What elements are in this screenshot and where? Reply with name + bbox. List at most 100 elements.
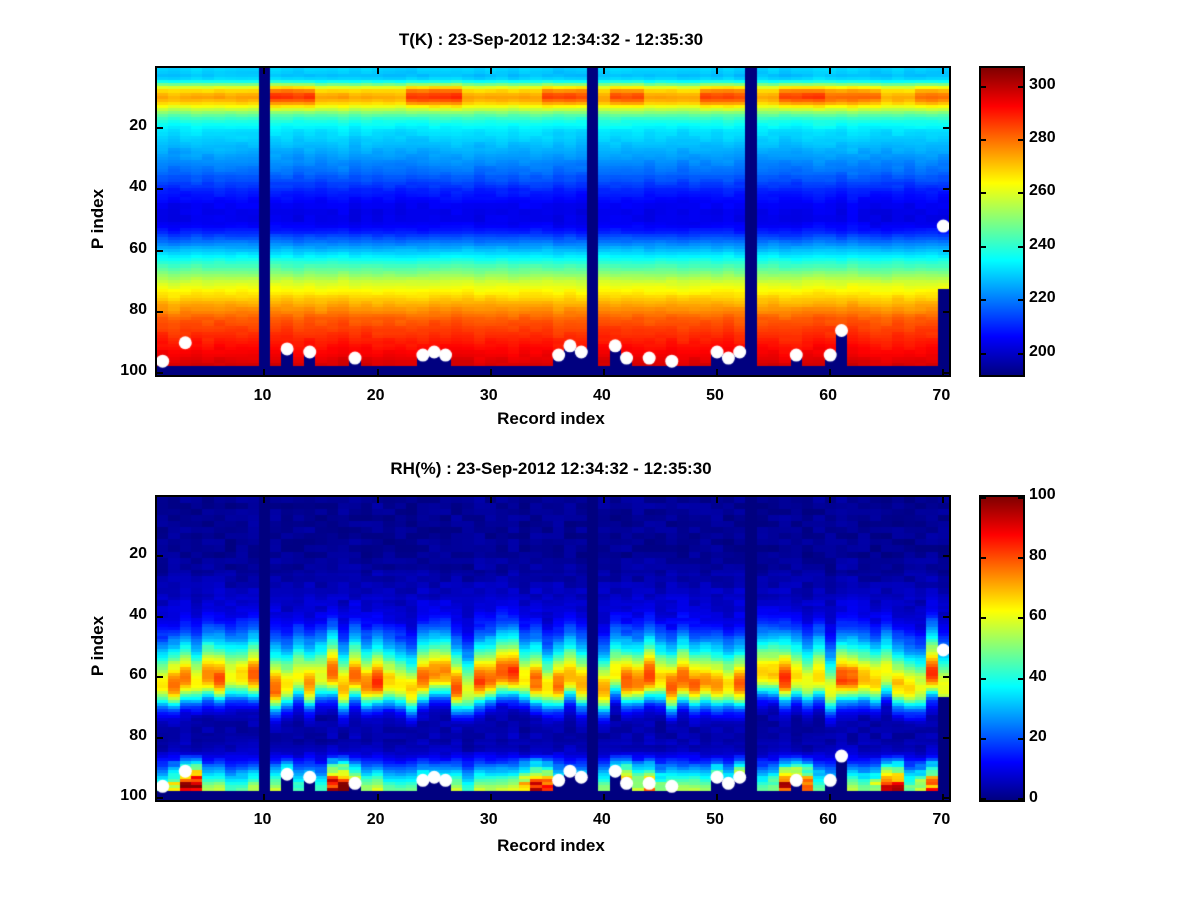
colorbar-tick-label: 100 bbox=[1029, 486, 1056, 503]
x-tick-mark bbox=[942, 794, 945, 800]
y-tick-mark bbox=[157, 736, 163, 739]
colorbar-tick-mark bbox=[981, 738, 986, 741]
x-tick-mark bbox=[942, 497, 945, 503]
y-tick-mark bbox=[943, 249, 949, 252]
y-tick-mark bbox=[157, 797, 163, 800]
x-tick-label: 70 bbox=[932, 811, 951, 828]
x-tick-mark bbox=[602, 68, 605, 74]
humidity-plot-title: RH(%) : 23-Sep-2012 12:34:32 - 12:35:30 bbox=[390, 459, 712, 478]
x-tick-mark bbox=[716, 68, 719, 74]
y-tick-label: 20 bbox=[129, 116, 147, 134]
colorbar-tick-mark bbox=[981, 497, 986, 499]
y-tick-mark bbox=[943, 736, 949, 739]
colorbar-tick-mark bbox=[1018, 798, 1023, 800]
colorbar-tick-mark bbox=[981, 677, 986, 680]
x-tick-mark bbox=[829, 794, 832, 800]
x-tick-mark bbox=[263, 369, 266, 375]
y-tick-label: 100 bbox=[120, 362, 147, 380]
temperature-xlabel: Record index bbox=[497, 409, 605, 428]
x-tick-mark bbox=[829, 497, 832, 503]
x-tick-label: 50 bbox=[706, 387, 724, 404]
colorbar-tick-label: 0 bbox=[1029, 789, 1038, 806]
y-tick-mark bbox=[943, 126, 949, 129]
humidity-heatmap-canvas bbox=[157, 497, 949, 800]
humidity-ylabel: P index bbox=[88, 615, 107, 677]
colorbar-tick-mark bbox=[1018, 738, 1023, 741]
colorbar-tick-label: 40 bbox=[1029, 667, 1047, 685]
colorbar-tick-mark bbox=[981, 352, 986, 355]
y-tick-mark bbox=[157, 615, 163, 618]
x-tick-mark bbox=[263, 794, 266, 800]
x-tick-label: 50 bbox=[706, 811, 724, 828]
y-tick-mark bbox=[943, 615, 949, 618]
colorbar-tick-mark bbox=[1018, 556, 1023, 559]
colorbar-tick-mark bbox=[1018, 352, 1023, 355]
colorbar-tick-mark bbox=[981, 139, 986, 142]
colorbar-tick-mark bbox=[981, 299, 986, 302]
colorbar-tick-mark bbox=[981, 556, 986, 559]
y-tick-mark bbox=[943, 372, 949, 375]
x-tick-mark bbox=[602, 497, 605, 503]
x-tick-mark bbox=[376, 68, 379, 74]
x-tick-label: 10 bbox=[253, 811, 272, 828]
colorbar-tick-mark bbox=[1018, 192, 1023, 195]
colorbar-tick-label: 300 bbox=[1029, 75, 1056, 93]
y-tick-label: 40 bbox=[129, 605, 147, 623]
x-tick-mark bbox=[376, 497, 379, 503]
x-tick-mark bbox=[376, 794, 379, 800]
colorbar-tick-mark bbox=[981, 798, 986, 800]
x-tick-mark bbox=[489, 68, 492, 74]
x-tick-mark bbox=[829, 369, 832, 375]
y-tick-label: 20 bbox=[129, 545, 147, 563]
humidity-colorbar bbox=[979, 495, 1025, 802]
colorbar-tick-mark bbox=[1018, 139, 1023, 142]
colorbar-tick-mark bbox=[1018, 299, 1023, 302]
colorbar-tick-label: 60 bbox=[1029, 607, 1047, 625]
x-tick-label: 60 bbox=[819, 387, 838, 404]
temperature-colorbar bbox=[979, 66, 1025, 377]
humidity-xlabel: Record index bbox=[497, 836, 605, 855]
y-tick-mark bbox=[157, 372, 163, 375]
temperature-plot-title: T(K) : 23-Sep-2012 12:34:32 - 12:35:30 bbox=[398, 30, 704, 49]
y-tick-label: 80 bbox=[129, 301, 147, 319]
x-tick-mark bbox=[716, 369, 719, 375]
colorbar-tick-mark bbox=[1018, 677, 1023, 680]
colorbar-tick-label: 260 bbox=[1029, 182, 1056, 200]
temperature-ylabel: P index bbox=[88, 188, 107, 250]
y-tick-label: 60 bbox=[129, 239, 147, 257]
colorbar-tick-label: 20 bbox=[1029, 728, 1047, 746]
colorbar-tick-label: 220 bbox=[1029, 289, 1056, 307]
x-tick-label: 20 bbox=[366, 811, 385, 828]
colorbar-tick-mark bbox=[981, 85, 986, 88]
x-tick-label: 60 bbox=[819, 811, 838, 828]
colorbar-tick-label: 80 bbox=[1029, 546, 1047, 564]
y-tick-mark bbox=[157, 676, 163, 679]
y-tick-label: 100 bbox=[120, 787, 147, 805]
colorbar-tick-mark bbox=[981, 617, 986, 620]
x-tick-label: 30 bbox=[479, 811, 498, 828]
colorbar-tick-mark bbox=[1018, 245, 1023, 248]
temperature-heatmap-axes bbox=[155, 66, 951, 377]
x-tick-label: 40 bbox=[593, 387, 611, 404]
x-tick-mark bbox=[602, 794, 605, 800]
y-tick-label: 40 bbox=[129, 178, 147, 196]
y-tick-mark bbox=[943, 311, 949, 314]
y-tick-mark bbox=[943, 188, 949, 191]
x-tick-mark bbox=[716, 794, 719, 800]
colorbar-tick-mark bbox=[981, 245, 986, 248]
x-tick-label: 10 bbox=[253, 387, 272, 404]
x-tick-label: 20 bbox=[366, 387, 385, 404]
x-tick-mark bbox=[602, 369, 605, 375]
humidity-heatmap-axes bbox=[155, 495, 951, 802]
x-tick-mark bbox=[942, 369, 945, 375]
x-tick-mark bbox=[716, 497, 719, 503]
y-tick-mark bbox=[157, 555, 163, 558]
colorbar-tick-mark bbox=[1018, 85, 1023, 88]
colorbar-tick-mark bbox=[1018, 617, 1023, 620]
x-tick-mark bbox=[376, 369, 379, 375]
x-tick-mark bbox=[263, 497, 266, 503]
y-tick-label: 80 bbox=[129, 726, 147, 744]
x-tick-mark bbox=[942, 68, 945, 74]
y-tick-mark bbox=[157, 311, 163, 314]
